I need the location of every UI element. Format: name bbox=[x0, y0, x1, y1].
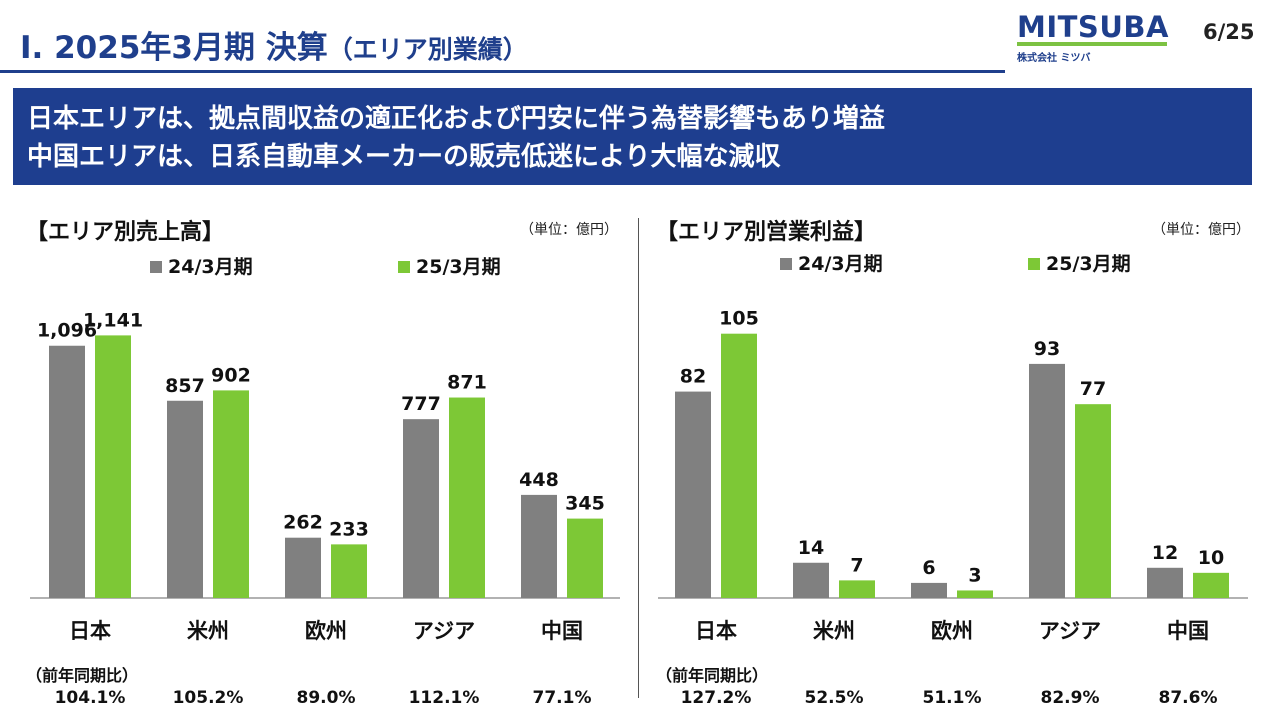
sales-value-label: 1,096 bbox=[37, 320, 97, 342]
profit-value-label: 14 bbox=[798, 537, 824, 559]
profit-value-label: 93 bbox=[1034, 338, 1060, 360]
profit-bar-current bbox=[957, 590, 993, 598]
sales-bar-current bbox=[95, 335, 131, 598]
profit-value-label: 7 bbox=[850, 554, 863, 576]
sales-bar-prior bbox=[167, 400, 203, 598]
legend-swatch-current bbox=[1028, 258, 1040, 270]
banner-line-2: 中国エリアは、日系自動車メーカーの販売低迷により大幅な減収 bbox=[27, 142, 781, 172]
sales-bar-prior bbox=[285, 537, 321, 598]
sales-value-label: 233 bbox=[329, 518, 369, 540]
profit-value-label: 6 bbox=[922, 557, 935, 579]
profit-unit-label: （単位：億円） bbox=[1152, 222, 1250, 238]
profit-bar-prior bbox=[675, 391, 711, 598]
profit-chart-title: 【エリア別営業利益】 bbox=[656, 220, 877, 245]
profit-yoy-value: 127.2% bbox=[680, 688, 752, 708]
sales-yoy-value: 89.0% bbox=[296, 688, 356, 708]
legend-swatch-prior bbox=[150, 261, 162, 273]
legend-label-current: 25/3月期 bbox=[1046, 253, 1131, 275]
sales-chart-title: 【エリア別売上高】 bbox=[26, 220, 225, 245]
profit-bar-current bbox=[1075, 404, 1111, 598]
sales-legend-current: 25/3月期 bbox=[398, 252, 501, 279]
sales-category-label: 中国 bbox=[541, 619, 583, 643]
sales-value-label: 1,141 bbox=[83, 309, 143, 331]
logo-text: MITSUBA bbox=[1017, 10, 1169, 44]
profit-bar-prior bbox=[1147, 567, 1183, 598]
sales-yoy-label: （前年同期比） bbox=[26, 666, 139, 685]
profit-category-label: 日本 bbox=[695, 619, 737, 643]
sales-yoy-value: 112.1% bbox=[408, 688, 480, 708]
profit-yoy-value: 52.5% bbox=[804, 688, 864, 708]
profit-value-label: 105 bbox=[719, 308, 759, 330]
page-title: Ⅰ. 2025年3月期 決算（エリア別業績） bbox=[20, 22, 528, 67]
sales-yoy-value: 104.1% bbox=[54, 688, 126, 708]
sales-category-label: アジア bbox=[413, 619, 475, 643]
sales-bar-prior bbox=[49, 345, 85, 598]
sales-bar-current bbox=[567, 518, 603, 598]
profit-value-label: 77 bbox=[1080, 378, 1106, 400]
profit-yoy-value: 82.9% bbox=[1040, 688, 1100, 708]
sales-value-label: 871 bbox=[447, 372, 487, 394]
profit-value-label: 3 bbox=[968, 564, 981, 586]
sales-bar-current bbox=[449, 397, 485, 598]
profit-bar-current bbox=[839, 580, 875, 598]
legend-label-prior: 24/3月期 bbox=[798, 253, 883, 275]
sales-value-label: 345 bbox=[565, 493, 605, 515]
legend-swatch-current bbox=[398, 261, 410, 273]
title-main: Ⅰ. 2025年3月期 決算 bbox=[20, 30, 328, 66]
sales-bar-current bbox=[213, 390, 249, 598]
logo-subtext: 株式会社 ミツバ bbox=[1017, 53, 1091, 64]
banner-line-1: 日本エリアは、拠点間収益の適正化および円安に伴う為替影響もあり増益 bbox=[27, 104, 886, 134]
sales-value-label: 857 bbox=[165, 375, 205, 397]
sales-category-label: 米州 bbox=[187, 619, 229, 643]
profit-yoy-label: （前年同期比） bbox=[656, 666, 769, 685]
legend-label-current: 25/3月期 bbox=[416, 256, 501, 278]
title-sub: （エリア別業績） bbox=[327, 35, 528, 64]
sales-yoy-value: 105.2% bbox=[172, 688, 244, 708]
sales-legend-prior: 24/3月期 bbox=[150, 252, 253, 279]
profit-bar-current bbox=[721, 333, 757, 598]
sales-yoy-value: 77.1% bbox=[532, 688, 592, 708]
profit-value-label: 10 bbox=[1198, 547, 1224, 569]
profit-value-label: 12 bbox=[1152, 542, 1178, 564]
sales-value-label: 902 bbox=[211, 364, 251, 386]
sales-value-label: 262 bbox=[283, 512, 323, 534]
panel-divider bbox=[638, 218, 639, 698]
logo-bar bbox=[1017, 42, 1167, 46]
sales-bar-current bbox=[331, 544, 367, 598]
summary-banner: 日本エリアは、拠点間収益の適正化および円安に伴う為替影響もあり増益 中国エリアは… bbox=[13, 88, 1252, 185]
profit-category-label: 欧州 bbox=[931, 619, 973, 643]
legend-swatch-prior bbox=[780, 258, 792, 270]
sales-value-label: 777 bbox=[401, 393, 441, 415]
title-underline bbox=[0, 70, 1005, 73]
profit-legend-current: 25/3月期 bbox=[1028, 249, 1131, 276]
sales-bar-prior bbox=[403, 419, 439, 598]
sales-category-label: 欧州 bbox=[305, 619, 347, 643]
sales-value-label: 448 bbox=[519, 469, 559, 491]
profit-value-label: 82 bbox=[680, 366, 706, 388]
sales-category-label: 日本 bbox=[69, 619, 111, 643]
profit-category-label: 米州 bbox=[813, 619, 855, 643]
profit-yoy-value: 87.6% bbox=[1158, 688, 1218, 708]
legend-label-prior: 24/3月期 bbox=[168, 256, 253, 278]
profit-category-label: 中国 bbox=[1167, 619, 1209, 643]
profit-bar-prior bbox=[1029, 363, 1065, 598]
profit-bar-prior bbox=[911, 582, 947, 598]
profit-legend-prior: 24/3月期 bbox=[780, 249, 883, 276]
profit-category-label: アジア bbox=[1039, 619, 1101, 643]
page-number: 6/25 bbox=[1203, 20, 1255, 44]
sales-bar-prior bbox=[521, 494, 557, 598]
company-logo: MITSUBA 株式会社 ミツバ bbox=[1017, 10, 1172, 64]
profit-bar-prior bbox=[793, 562, 829, 598]
sales-unit-label: （単位：億円） bbox=[520, 222, 618, 238]
profit-yoy-value: 51.1% bbox=[922, 688, 982, 708]
profit-bar-current bbox=[1193, 572, 1229, 598]
